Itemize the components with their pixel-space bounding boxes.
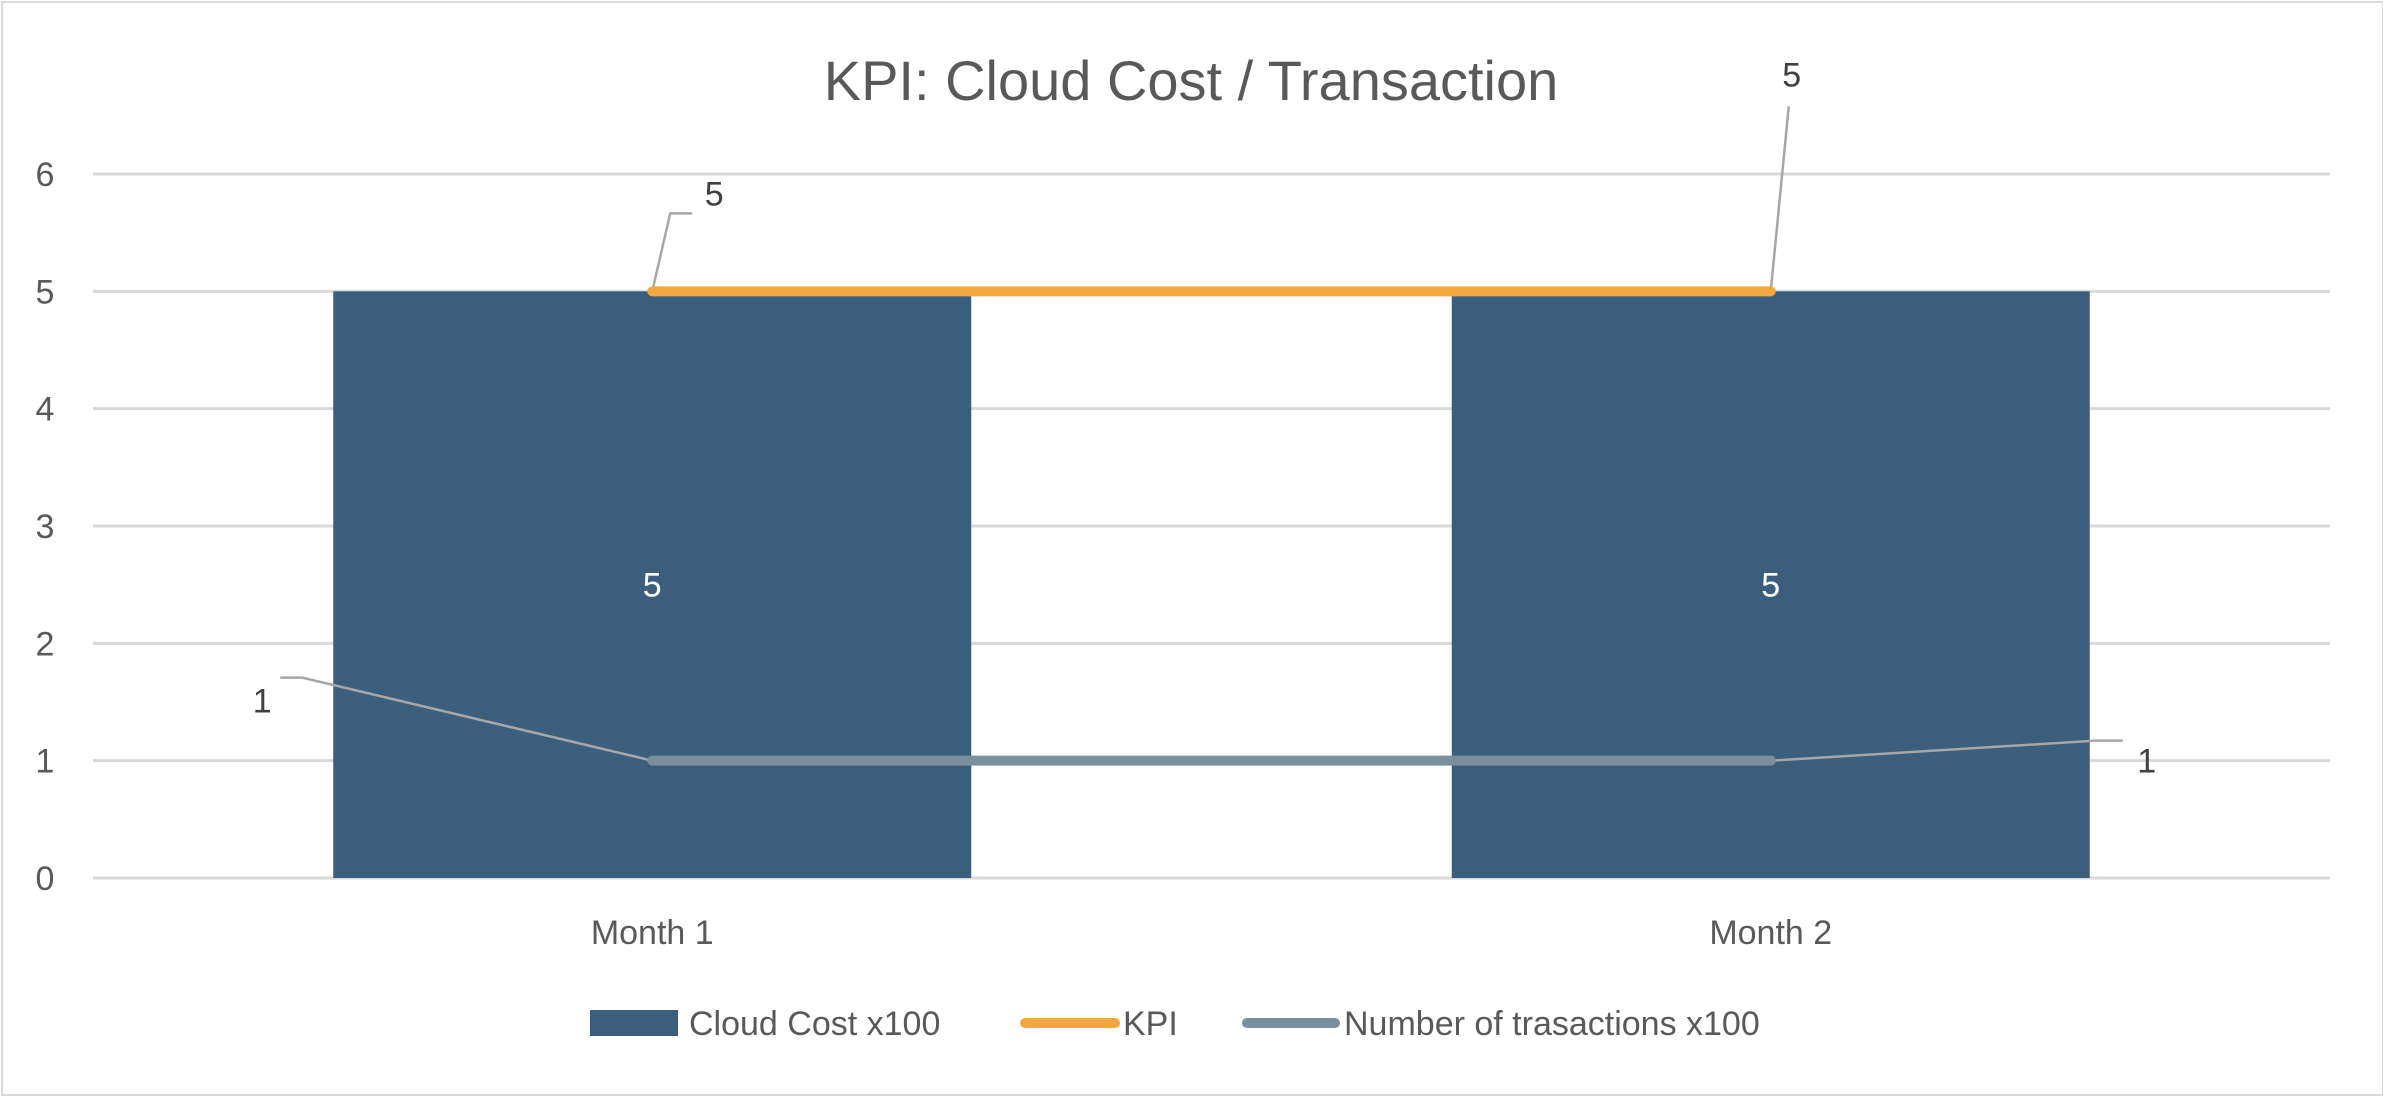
y-tick-label: 4 (36, 391, 55, 429)
legend-label: Cloud Cost x100 (689, 1005, 940, 1043)
legend-label: Number of trasactions x100 (1344, 1005, 1760, 1043)
kpi-leader-line (651, 212, 693, 292)
x-axis-categories: Month 1 Month 2 (591, 914, 1832, 952)
transactions-leader-line (280, 676, 653, 762)
bar (1451, 291, 2090, 878)
bar-data-label: 5 (643, 567, 662, 605)
bar (333, 291, 972, 878)
transactions-leader-line (1770, 739, 2123, 762)
legend: Cloud Cost x100 KPI Number of trasactions … (590, 1005, 1760, 1043)
bar-series (333, 291, 2090, 878)
chart-svg: 0 1 2 3 4 5 6 5 5 5 5 1 1 Month 1 Month 2 KPI: Cloud… (36, 49, 2330, 1043)
legend-swatch-cloud-cost (590, 1010, 678, 1036)
kpi-data-label: 5 (1782, 56, 1801, 94)
y-tick-label: 1 (36, 743, 55, 781)
data-labels: 5 5 5 5 1 1 (253, 56, 2156, 780)
y-tick-label: 5 (36, 273, 55, 311)
y-tick-label: 0 (36, 860, 55, 898)
transactions-data-label: 1 (2137, 743, 2156, 781)
transactions-data-label: 1 (253, 683, 272, 721)
kpi-leader-line (1769, 106, 1790, 292)
x-category-label: Month 1 (591, 914, 714, 952)
leader-lines (280, 106, 2123, 762)
kpi-data-label: 5 (705, 175, 724, 213)
x-category-label: Month 2 (1709, 914, 1832, 952)
line-series (647, 286, 1776, 766)
chart-title: KPI: Cloud Cost / Transaction (824, 49, 1559, 112)
y-tick-label: 6 (36, 156, 55, 194)
bar-data-label: 5 (1761, 567, 1780, 605)
y-tick-label: 2 (36, 625, 55, 663)
y-tick-label: 3 (36, 508, 55, 546)
legend-label: KPI (1123, 1005, 1178, 1043)
y-axis-ticks: 0 1 2 3 4 5 6 (36, 156, 55, 898)
